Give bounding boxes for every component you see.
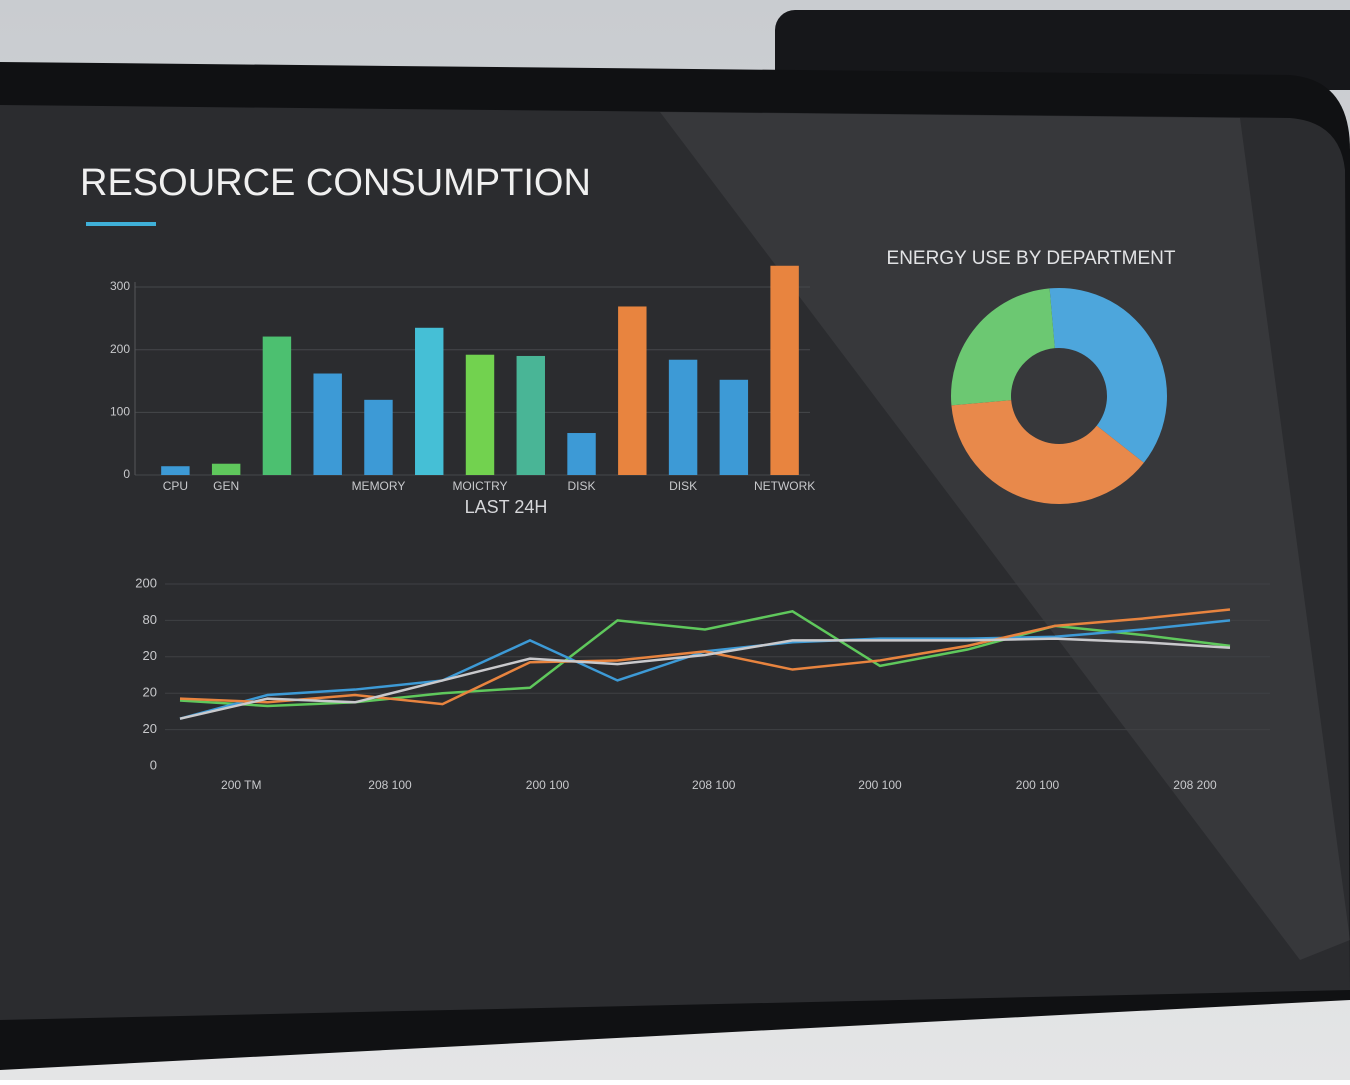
- x-tick-label: DISK: [669, 479, 697, 493]
- screen-glare: [660, 112, 1350, 960]
- x-tick-label: 208 100: [368, 778, 412, 792]
- x-tick-label: MEMORY: [352, 479, 406, 493]
- y-tick-label: 20: [143, 685, 157, 700]
- bar: [161, 466, 190, 475]
- x-tick-label: GEN: [213, 479, 239, 493]
- pie-slice: [1049, 288, 1167, 463]
- y-tick-label: 200: [110, 342, 130, 356]
- y-tick-label: 20: [143, 721, 157, 736]
- y-tick-label: 100: [110, 405, 130, 419]
- bar: [516, 355, 545, 475]
- bar: [465, 354, 495, 475]
- title-underline: [86, 222, 156, 226]
- x-tick-label: 200 TM: [221, 778, 261, 792]
- x-tick-label: 208 100: [692, 778, 736, 792]
- x-tick-label: 200 100: [858, 778, 902, 792]
- y-tick-label: 0: [123, 467, 130, 481]
- x-tick-label: DISK: [568, 479, 596, 493]
- pie-title: ENERGY USE BY DEPARTMENT: [887, 248, 1176, 269]
- y-tick-label: 300: [110, 279, 130, 293]
- bar: [313, 373, 342, 475]
- x-tick-label: CPU: [163, 479, 188, 493]
- bar: [618, 306, 647, 475]
- pie-slice: [951, 400, 1144, 505]
- background-monitor: [775, 10, 1350, 90]
- bar: [719, 379, 749, 475]
- line-series: [179, 608, 1231, 706]
- x-tick-label: NETWORK: [754, 479, 815, 493]
- pie-slice: [951, 288, 1055, 406]
- page-title: RESOURCE CONSUMPTION: [80, 162, 591, 204]
- bar: [364, 399, 393, 475]
- x-axis-label: LAST 24H: [465, 497, 548, 517]
- y-tick-label: 200: [135, 575, 157, 590]
- bar: [415, 327, 444, 475]
- y-tick-label: 80: [143, 612, 157, 627]
- y-tick-label: 0: [150, 757, 157, 772]
- bar: [211, 463, 241, 475]
- y-tick-label: 20: [143, 648, 157, 663]
- bar: [567, 433, 596, 475]
- x-tick-label: MOICTRY: [452, 479, 507, 493]
- line-series: [179, 637, 1231, 720]
- bar: [668, 359, 698, 475]
- bar: [262, 336, 292, 475]
- x-tick-label: 200 100: [1016, 778, 1060, 792]
- x-tick-label: 208 200: [1173, 778, 1217, 792]
- bar: [770, 265, 799, 475]
- x-tick-label: 200 100: [526, 778, 570, 792]
